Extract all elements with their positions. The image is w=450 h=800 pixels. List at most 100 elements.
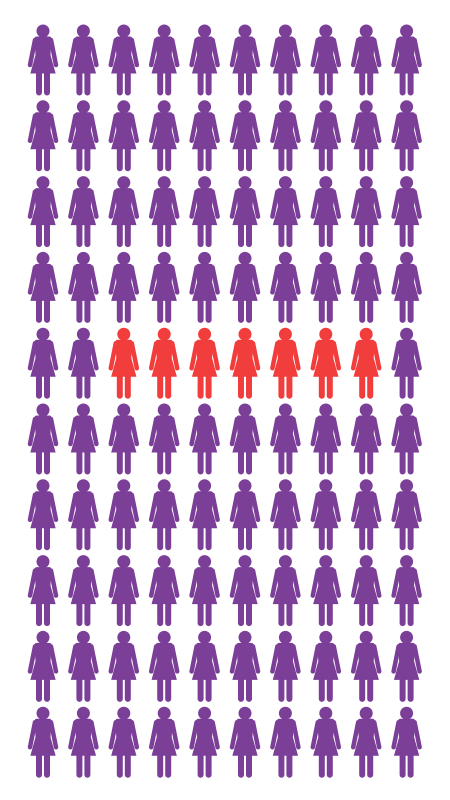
person-icon bbox=[313, 556, 339, 626]
person-icon bbox=[232, 25, 258, 95]
person-icon bbox=[394, 707, 420, 777]
person-icon bbox=[353, 252, 379, 322]
person-icon bbox=[394, 25, 420, 95]
person-icon bbox=[111, 177, 137, 247]
person-icon bbox=[272, 177, 298, 247]
person-icon bbox=[111, 480, 137, 550]
person-icon bbox=[313, 252, 339, 322]
person-icon bbox=[232, 101, 258, 171]
person-icon bbox=[394, 328, 420, 398]
person-icon bbox=[313, 101, 339, 171]
person-icon bbox=[70, 404, 96, 474]
person-icon bbox=[192, 631, 218, 701]
person-icon bbox=[70, 556, 96, 626]
person-icon bbox=[353, 404, 379, 474]
person-icon bbox=[30, 631, 56, 701]
person-icon bbox=[111, 101, 137, 171]
person-icon bbox=[111, 404, 137, 474]
person-icon bbox=[70, 631, 96, 701]
person-icon bbox=[232, 631, 258, 701]
person-icon bbox=[313, 631, 339, 701]
person-icon bbox=[394, 480, 420, 550]
person-icon bbox=[151, 177, 177, 247]
person-icon bbox=[111, 556, 137, 626]
person-icon bbox=[192, 101, 218, 171]
person-icon bbox=[192, 707, 218, 777]
person-icon bbox=[30, 177, 56, 247]
person-icon bbox=[353, 631, 379, 701]
person-icon bbox=[111, 707, 137, 777]
person-icon bbox=[313, 404, 339, 474]
person-icon bbox=[232, 177, 258, 247]
person-icon bbox=[70, 328, 96, 398]
person-icon bbox=[272, 328, 298, 398]
person-icon bbox=[272, 480, 298, 550]
person-icon bbox=[192, 404, 218, 474]
person-icon bbox=[313, 707, 339, 777]
person-icon bbox=[232, 328, 258, 398]
person-icon bbox=[353, 328, 379, 398]
person-icon bbox=[151, 101, 177, 171]
person-icon bbox=[111, 631, 137, 701]
person-icon bbox=[30, 25, 56, 95]
person-icon bbox=[232, 480, 258, 550]
person-icon bbox=[151, 404, 177, 474]
person-icon bbox=[151, 631, 177, 701]
person-icon bbox=[30, 252, 56, 322]
person-icon bbox=[353, 707, 379, 777]
person-icon bbox=[394, 404, 420, 474]
person-icon bbox=[232, 556, 258, 626]
person-icon bbox=[272, 631, 298, 701]
person-icon bbox=[394, 177, 420, 247]
person-icon bbox=[353, 177, 379, 247]
person-icon bbox=[30, 480, 56, 550]
person-icon bbox=[70, 101, 96, 171]
person-icon bbox=[272, 101, 298, 171]
person-icon bbox=[30, 101, 56, 171]
person-icon bbox=[70, 25, 96, 95]
person-icon bbox=[394, 252, 420, 322]
person-icon bbox=[313, 328, 339, 398]
person-icon bbox=[353, 101, 379, 171]
person-icon bbox=[192, 556, 218, 626]
person-icon bbox=[70, 177, 96, 247]
person-icon bbox=[272, 25, 298, 95]
person-icon bbox=[192, 177, 218, 247]
person-icon bbox=[151, 252, 177, 322]
person-icon bbox=[394, 101, 420, 171]
person-icon bbox=[272, 556, 298, 626]
person-icon bbox=[192, 480, 218, 550]
person-icon bbox=[30, 328, 56, 398]
person-icon bbox=[30, 556, 56, 626]
person-icon bbox=[151, 707, 177, 777]
person-icon bbox=[70, 480, 96, 550]
person-icon bbox=[151, 480, 177, 550]
person-icon bbox=[232, 252, 258, 322]
person-icon bbox=[353, 480, 379, 550]
person-icon bbox=[232, 404, 258, 474]
person-icon bbox=[232, 707, 258, 777]
person-icon bbox=[111, 328, 137, 398]
person-icon bbox=[111, 25, 137, 95]
person-icon bbox=[353, 25, 379, 95]
person-icon bbox=[30, 404, 56, 474]
person-icon bbox=[192, 328, 218, 398]
person-icon bbox=[272, 404, 298, 474]
person-icon bbox=[353, 556, 379, 626]
person-icon bbox=[313, 177, 339, 247]
person-icon bbox=[151, 556, 177, 626]
person-icon bbox=[192, 252, 218, 322]
person-icon bbox=[313, 25, 339, 95]
person-icon bbox=[192, 25, 218, 95]
person-icon bbox=[151, 328, 177, 398]
person-icon bbox=[394, 631, 420, 701]
person-icon bbox=[272, 707, 298, 777]
person-icon bbox=[70, 252, 96, 322]
person-icon bbox=[70, 707, 96, 777]
person-icon bbox=[272, 252, 298, 322]
person-icon bbox=[30, 707, 56, 777]
person-icon bbox=[394, 556, 420, 626]
person-icon bbox=[313, 480, 339, 550]
